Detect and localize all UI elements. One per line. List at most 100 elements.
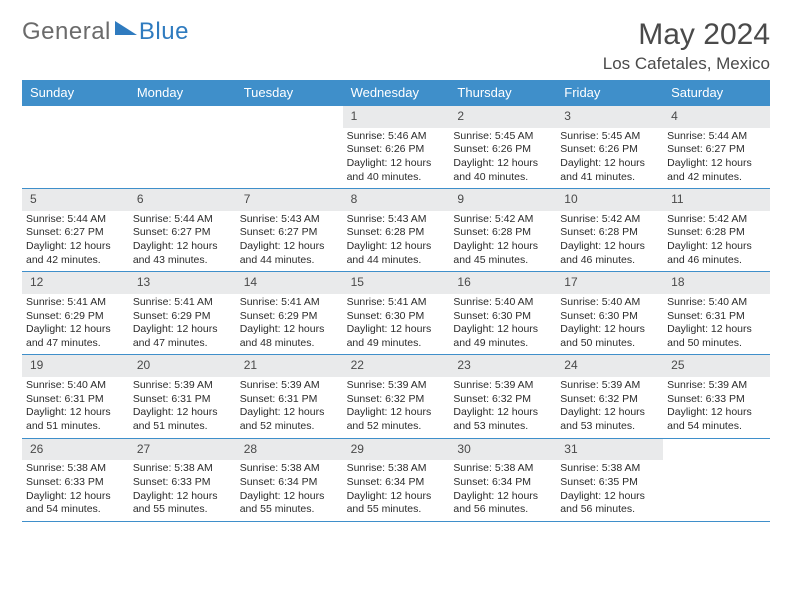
calendar-day-cell: 28Sunrise: 5:38 AMSunset: 6:34 PMDayligh… <box>236 439 343 521</box>
sunrise-line: Sunrise: 5:44 AM <box>26 213 123 227</box>
day-info: Sunrise: 5:39 AMSunset: 6:31 PMDaylight:… <box>129 379 236 434</box>
sunrise-line: Sunrise: 5:39 AM <box>347 379 444 393</box>
sunset-line: Sunset: 6:30 PM <box>347 310 444 324</box>
sunrise-line: Sunrise: 5:40 AM <box>453 296 550 310</box>
sunset-line: Sunset: 6:34 PM <box>240 476 337 490</box>
daylight-line: Daylight: 12 hours and 48 minutes. <box>240 323 337 350</box>
daylight-line: Daylight: 12 hours and 41 minutes. <box>560 157 657 184</box>
day-number: 27 <box>129 439 236 461</box>
daylight-line: Daylight: 12 hours and 40 minutes. <box>347 157 444 184</box>
sunrise-line: Sunrise: 5:45 AM <box>560 130 657 144</box>
weekday-sunday: Sunday <box>22 80 129 105</box>
brand-logo: General Blue <box>22 18 189 46</box>
day-number: 12 <box>22 272 129 294</box>
daylight-line: Daylight: 12 hours and 47 minutes. <box>26 323 123 350</box>
sunrise-line: Sunrise: 5:41 AM <box>133 296 230 310</box>
day-number: 29 <box>343 439 450 461</box>
sunrise-line: Sunrise: 5:43 AM <box>240 213 337 227</box>
day-number: 9 <box>449 189 556 211</box>
day-number: 7 <box>236 189 343 211</box>
sunset-line: Sunset: 6:33 PM <box>133 476 230 490</box>
sunrise-line: Sunrise: 5:39 AM <box>453 379 550 393</box>
sunset-line: Sunset: 6:31 PM <box>667 310 764 324</box>
day-number: 31 <box>556 439 663 461</box>
sunrise-line: Sunrise: 5:40 AM <box>560 296 657 310</box>
sunrise-line: Sunrise: 5:41 AM <box>347 296 444 310</box>
daylight-line: Daylight: 12 hours and 52 minutes. <box>240 406 337 433</box>
calendar-empty-cell <box>22 106 129 188</box>
calendar-day-cell: 2Sunrise: 5:45 AMSunset: 6:26 PMDaylight… <box>449 106 556 188</box>
day-number <box>22 106 129 128</box>
daylight-line: Daylight: 12 hours and 42 minutes. <box>26 240 123 267</box>
calendar-empty-cell <box>236 106 343 188</box>
daylight-line: Daylight: 12 hours and 44 minutes. <box>347 240 444 267</box>
sunrise-line: Sunrise: 5:44 AM <box>133 213 230 227</box>
day-number: 6 <box>129 189 236 211</box>
day-info: Sunrise: 5:38 AMSunset: 6:34 PMDaylight:… <box>343 462 450 517</box>
calendar-page: General Blue May 2024 Los Cafetales, Mex… <box>0 0 792 612</box>
sunset-line: Sunset: 6:29 PM <box>26 310 123 324</box>
day-number: 24 <box>556 355 663 377</box>
calendar-day-cell: 6Sunrise: 5:44 AMSunset: 6:27 PMDaylight… <box>129 189 236 271</box>
daylight-line: Daylight: 12 hours and 46 minutes. <box>667 240 764 267</box>
day-info: Sunrise: 5:38 AMSunset: 6:34 PMDaylight:… <box>449 462 556 517</box>
day-number: 8 <box>343 189 450 211</box>
sunrise-line: Sunrise: 5:38 AM <box>347 462 444 476</box>
calendar-day-cell: 13Sunrise: 5:41 AMSunset: 6:29 PMDayligh… <box>129 272 236 354</box>
calendar-day-cell: 20Sunrise: 5:39 AMSunset: 6:31 PMDayligh… <box>129 355 236 437</box>
day-number: 23 <box>449 355 556 377</box>
day-number: 16 <box>449 272 556 294</box>
day-info: Sunrise: 5:40 AMSunset: 6:31 PMDaylight:… <box>22 379 129 434</box>
sunrise-line: Sunrise: 5:38 AM <box>453 462 550 476</box>
sunset-line: Sunset: 6:32 PM <box>560 393 657 407</box>
sunset-line: Sunset: 6:31 PM <box>26 393 123 407</box>
day-number: 4 <box>663 106 770 128</box>
day-number: 3 <box>556 106 663 128</box>
calendar-day-cell: 16Sunrise: 5:40 AMSunset: 6:30 PMDayligh… <box>449 272 556 354</box>
sunrise-line: Sunrise: 5:42 AM <box>453 213 550 227</box>
day-number: 11 <box>663 189 770 211</box>
day-info: Sunrise: 5:41 AMSunset: 6:29 PMDaylight:… <box>236 296 343 351</box>
calendar-day-cell: 4Sunrise: 5:44 AMSunset: 6:27 PMDaylight… <box>663 106 770 188</box>
day-number <box>129 106 236 128</box>
brand-triangle-icon <box>115 21 137 35</box>
day-number: 26 <box>22 439 129 461</box>
day-info: Sunrise: 5:43 AMSunset: 6:27 PMDaylight:… <box>236 213 343 268</box>
sunset-line: Sunset: 6:33 PM <box>26 476 123 490</box>
weekday-wednesday: Wednesday <box>343 80 450 105</box>
sunset-line: Sunset: 6:27 PM <box>26 226 123 240</box>
daylight-line: Daylight: 12 hours and 42 minutes. <box>667 157 764 184</box>
weekday-saturday: Saturday <box>663 80 770 105</box>
weekday-thursday: Thursday <box>449 80 556 105</box>
calendar-day-cell: 27Sunrise: 5:38 AMSunset: 6:33 PMDayligh… <box>129 439 236 521</box>
calendar-day-cell: 22Sunrise: 5:39 AMSunset: 6:32 PMDayligh… <box>343 355 450 437</box>
sunset-line: Sunset: 6:30 PM <box>560 310 657 324</box>
day-number: 17 <box>556 272 663 294</box>
sunset-line: Sunset: 6:34 PM <box>453 476 550 490</box>
day-number: 20 <box>129 355 236 377</box>
daylight-line: Daylight: 12 hours and 56 minutes. <box>453 490 550 517</box>
daylight-line: Daylight: 12 hours and 52 minutes. <box>347 406 444 433</box>
calendar-week-row: 1Sunrise: 5:46 AMSunset: 6:26 PMDaylight… <box>22 105 770 188</box>
sunset-line: Sunset: 6:28 PM <box>667 226 764 240</box>
day-info: Sunrise: 5:42 AMSunset: 6:28 PMDaylight:… <box>556 213 663 268</box>
page-header: General Blue May 2024 Los Cafetales, Mex… <box>22 18 770 74</box>
month-title: May 2024 <box>603 18 770 52</box>
weekday-friday: Friday <box>556 80 663 105</box>
calendar-day-cell: 9Sunrise: 5:42 AMSunset: 6:28 PMDaylight… <box>449 189 556 271</box>
day-number: 14 <box>236 272 343 294</box>
sunset-line: Sunset: 6:29 PM <box>240 310 337 324</box>
calendar-day-cell: 30Sunrise: 5:38 AMSunset: 6:34 PMDayligh… <box>449 439 556 521</box>
day-info: Sunrise: 5:45 AMSunset: 6:26 PMDaylight:… <box>449 130 556 185</box>
day-info: Sunrise: 5:44 AMSunset: 6:27 PMDaylight:… <box>129 213 236 268</box>
day-info: Sunrise: 5:40 AMSunset: 6:31 PMDaylight:… <box>663 296 770 351</box>
sunset-line: Sunset: 6:26 PM <box>560 143 657 157</box>
daylight-line: Daylight: 12 hours and 56 minutes. <box>560 490 657 517</box>
day-info: Sunrise: 5:38 AMSunset: 6:35 PMDaylight:… <box>556 462 663 517</box>
sunrise-line: Sunrise: 5:39 AM <box>133 379 230 393</box>
sunset-line: Sunset: 6:33 PM <box>667 393 764 407</box>
calendar-day-cell: 24Sunrise: 5:39 AMSunset: 6:32 PMDayligh… <box>556 355 663 437</box>
sunset-line: Sunset: 6:30 PM <box>453 310 550 324</box>
day-number: 28 <box>236 439 343 461</box>
sunrise-line: Sunrise: 5:43 AM <box>347 213 444 227</box>
